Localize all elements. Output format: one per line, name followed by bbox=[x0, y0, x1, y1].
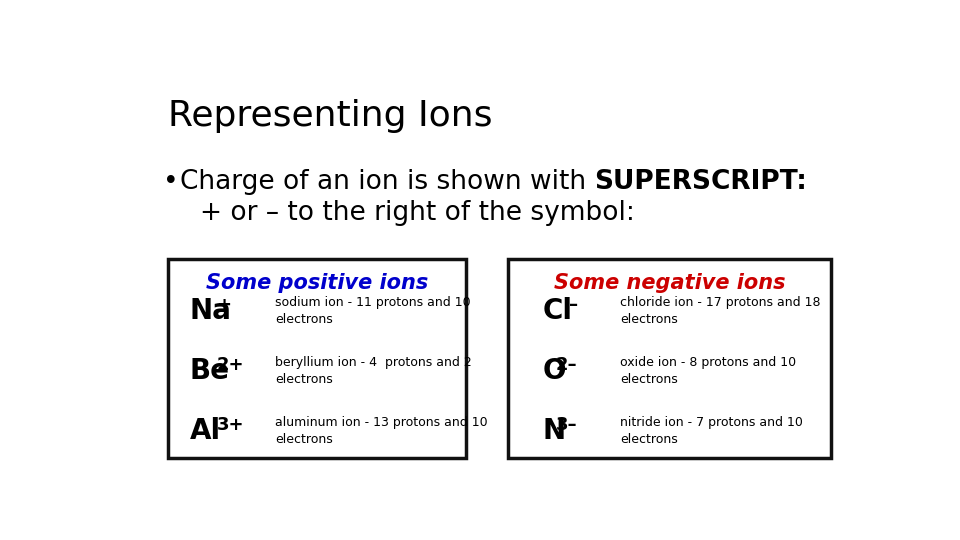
Text: oxide ion - 8 protons and 10
electrons: oxide ion - 8 protons and 10 electrons bbox=[620, 356, 796, 386]
Text: Na: Na bbox=[190, 297, 231, 325]
Text: Be: Be bbox=[190, 357, 229, 385]
Text: aluminum ion - 13 protons and 10
electrons: aluminum ion - 13 protons and 10 electro… bbox=[275, 416, 488, 447]
Text: Representing Ions: Representing Ions bbox=[168, 99, 492, 133]
FancyBboxPatch shape bbox=[508, 259, 831, 457]
Text: Charge of an ion is shown with: Charge of an ion is shown with bbox=[180, 168, 594, 195]
Text: Some negative ions: Some negative ions bbox=[554, 273, 785, 293]
Text: O: O bbox=[542, 357, 565, 385]
Text: beryllium ion - 4  protons and 2
electrons: beryllium ion - 4 protons and 2 electron… bbox=[275, 356, 471, 386]
Text: 3–: 3– bbox=[556, 416, 578, 435]
FancyBboxPatch shape bbox=[168, 259, 467, 457]
Text: Some positive ions: Some positive ions bbox=[206, 273, 428, 293]
Text: SUPERSCRIPT:: SUPERSCRIPT: bbox=[594, 168, 807, 195]
Text: + or – to the right of the symbol:: + or – to the right of the symbol: bbox=[200, 200, 635, 226]
Text: nitride ion - 7 protons and 10
electrons: nitride ion - 7 protons and 10 electrons bbox=[620, 416, 803, 447]
Text: –: – bbox=[569, 296, 578, 314]
Text: +: + bbox=[216, 296, 231, 314]
Text: sodium ion - 11 protons and 10
electrons: sodium ion - 11 protons and 10 electrons bbox=[275, 296, 470, 326]
Text: 3+: 3+ bbox=[216, 416, 244, 435]
Text: Cl: Cl bbox=[542, 297, 572, 325]
Text: 2–: 2– bbox=[556, 356, 578, 374]
Text: •: • bbox=[162, 168, 179, 195]
Text: N: N bbox=[542, 417, 565, 446]
Text: Al: Al bbox=[190, 417, 221, 446]
Text: chloride ion - 17 protons and 18
electrons: chloride ion - 17 protons and 18 electro… bbox=[620, 296, 821, 326]
Text: 2+: 2+ bbox=[216, 356, 244, 374]
